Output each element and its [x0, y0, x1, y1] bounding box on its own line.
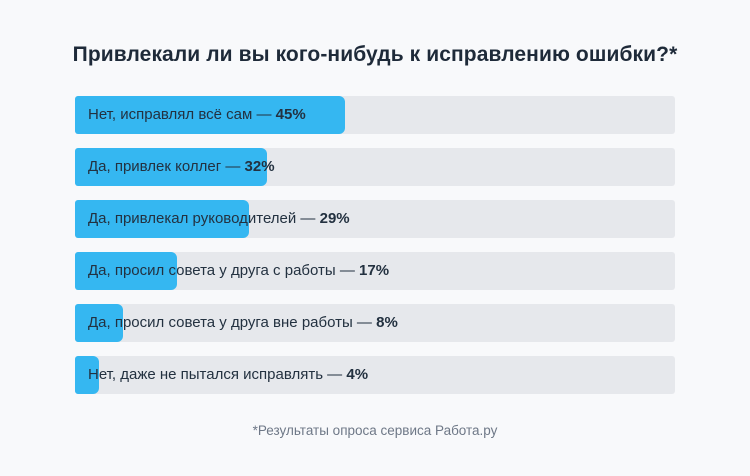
- bar-separator: —: [352, 314, 377, 331]
- bar-category-text: Нет, даже не пытался исправлять: [88, 366, 324, 383]
- bar-fill: [75, 96, 345, 134]
- bar-value: 17%: [359, 262, 390, 279]
- bar-value: 45%: [275, 106, 306, 123]
- bar-row: Да, привлекал руководителей — 29%: [75, 200, 675, 238]
- bar-label: Да, привлек коллег — 32%: [75, 148, 675, 186]
- bar-row: Да, привлек коллег — 32%: [75, 148, 675, 186]
- bar-separator: —: [323, 366, 347, 383]
- bar-fill: [75, 356, 99, 394]
- bar-category-text: Да, привлекал руководителей: [88, 210, 297, 227]
- bar-separator: —: [221, 158, 245, 175]
- bar-row: Нет, исправлял всё сам — 45%: [75, 96, 675, 134]
- bar-value: 8%: [376, 314, 398, 331]
- bar-fill: [75, 148, 267, 186]
- bar-label: Да, просил совета у друга с работы — 17%: [75, 252, 675, 290]
- bar-value: 32%: [244, 158, 275, 175]
- bar-label: Нет, даже не пытался исправлять — 4%: [75, 356, 675, 394]
- bar-list: Нет, исправлял всё сам — 45% Да, привлек …: [75, 96, 675, 394]
- bar-label: Да, привлекал руководителей — 29%: [75, 200, 675, 238]
- bar-category-text: Да, привлек коллег: [88, 158, 222, 175]
- bar-separator: —: [296, 210, 320, 227]
- bar-category-text: Нет, исправлял всё сам: [88, 106, 253, 123]
- bar-value: 4%: [346, 366, 369, 383]
- bar-fill: [75, 304, 123, 342]
- bar-category-text: Да, просил совета у друга вне работы: [88, 314, 353, 331]
- bar-separator: —: [252, 106, 276, 123]
- bar-row: Нет, даже не пытался исправлять — 4%: [75, 356, 675, 394]
- bar-label: Да, просил совета у друга вне работы — 8…: [75, 304, 675, 342]
- bar-fill: [75, 200, 249, 238]
- bar-category-text: Да, просил совета у друга с работы: [88, 262, 336, 279]
- bar-separator: —: [335, 262, 360, 279]
- chart-title: Привлекали ли вы кого-нибудь к исправлен…: [72, 43, 678, 66]
- source-footnote: *Результаты опроса сервиса Работа.ру: [252, 423, 498, 438]
- bar-fill: [75, 252, 177, 290]
- bar-label: Нет, исправлял всё сам — 45%: [75, 96, 675, 134]
- bar-row: Да, просил совета у друга с работы — 17%: [75, 252, 675, 290]
- bar-row: Да, просил совета у друга вне работы — 8…: [75, 304, 675, 342]
- bar-value: 29%: [319, 210, 350, 227]
